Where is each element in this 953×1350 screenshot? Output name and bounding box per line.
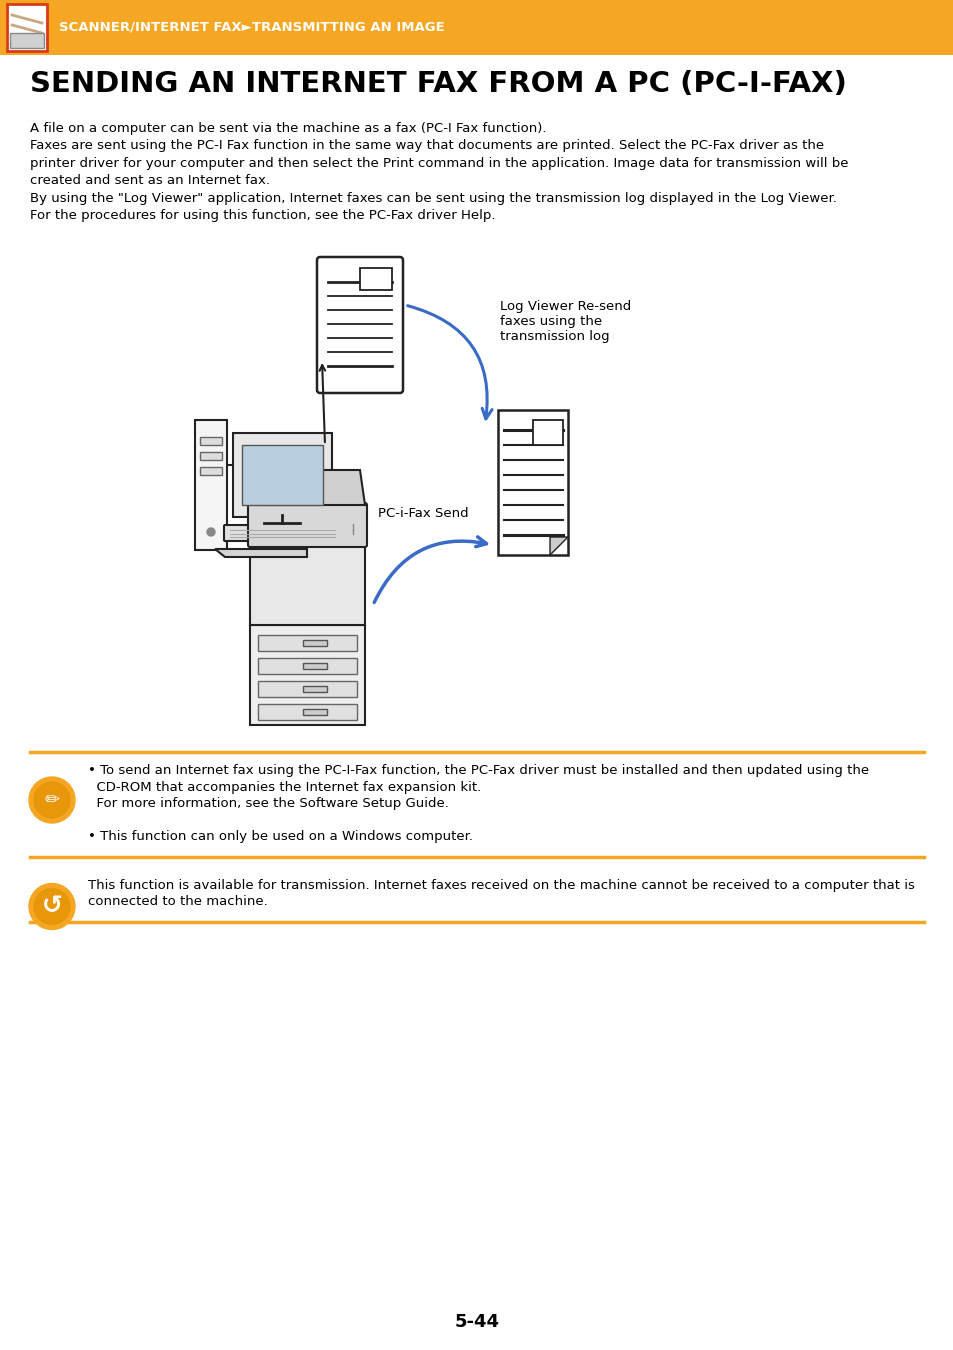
FancyBboxPatch shape bbox=[303, 709, 327, 716]
Polygon shape bbox=[550, 537, 567, 555]
Circle shape bbox=[29, 778, 75, 824]
Text: created and sent as an Internet fax.: created and sent as an Internet fax. bbox=[30, 174, 270, 188]
Text: By using the "Log Viewer" application, Internet faxes can be sent using the tran: By using the "Log Viewer" application, I… bbox=[30, 192, 836, 205]
FancyBboxPatch shape bbox=[316, 256, 402, 393]
Text: This function is available for transmission. Internet faxes received on the mach: This function is available for transmiss… bbox=[88, 879, 914, 891]
Polygon shape bbox=[214, 549, 307, 558]
FancyBboxPatch shape bbox=[533, 420, 562, 446]
FancyBboxPatch shape bbox=[303, 686, 327, 693]
FancyBboxPatch shape bbox=[200, 437, 222, 446]
Text: printer driver for your computer and then select the Print command in the applic: printer driver for your computer and the… bbox=[30, 157, 847, 170]
FancyBboxPatch shape bbox=[257, 634, 356, 651]
Circle shape bbox=[207, 528, 214, 536]
Text: Log Viewer Re-send
faxes using the
transmission log: Log Viewer Re-send faxes using the trans… bbox=[499, 300, 631, 343]
FancyBboxPatch shape bbox=[200, 467, 222, 475]
FancyBboxPatch shape bbox=[0, 0, 953, 55]
Text: • To send an Internet fax using the PC-I-Fax function, the PC-Fax driver must be: • To send an Internet fax using the PC-I… bbox=[88, 764, 868, 778]
FancyBboxPatch shape bbox=[303, 640, 327, 647]
FancyBboxPatch shape bbox=[248, 504, 367, 547]
Circle shape bbox=[34, 888, 70, 925]
Text: For the procedures for using this function, see the PC-Fax driver Help.: For the procedures for using this functi… bbox=[30, 209, 495, 223]
FancyBboxPatch shape bbox=[343, 518, 363, 544]
FancyBboxPatch shape bbox=[497, 410, 567, 555]
Text: Faxes are sent using the PC-I Fax function in the same way that documents are pr: Faxes are sent using the PC-I Fax functi… bbox=[30, 139, 823, 153]
FancyBboxPatch shape bbox=[359, 269, 392, 290]
FancyBboxPatch shape bbox=[250, 545, 365, 625]
FancyBboxPatch shape bbox=[257, 680, 356, 697]
Text: PC-i-Fax Send: PC-i-Fax Send bbox=[377, 508, 468, 520]
Text: SENDING AN INTERNET FAX FROM A PC (PC-I-FAX): SENDING AN INTERNET FAX FROM A PC (PC-I-… bbox=[30, 70, 846, 99]
Polygon shape bbox=[254, 470, 365, 505]
Text: SCANNER/INTERNET FAX►TRANSMITTING AN IMAGE: SCANNER/INTERNET FAX►TRANSMITTING AN IMA… bbox=[59, 22, 444, 34]
Text: A file on a computer can be sent via the machine as a fax (PC-I Fax function).: A file on a computer can be sent via the… bbox=[30, 122, 546, 135]
FancyBboxPatch shape bbox=[250, 625, 365, 725]
FancyBboxPatch shape bbox=[7, 4, 47, 51]
Text: • This function can only be used on a Windows computer.: • This function can only be used on a Wi… bbox=[88, 830, 473, 842]
Text: For more information, see the Software Setup Guide.: For more information, see the Software S… bbox=[88, 796, 449, 810]
Circle shape bbox=[34, 782, 70, 818]
Text: connected to the machine.: connected to the machine. bbox=[88, 895, 268, 909]
FancyBboxPatch shape bbox=[303, 663, 327, 670]
FancyBboxPatch shape bbox=[257, 657, 356, 674]
Text: ↺: ↺ bbox=[42, 895, 63, 918]
Text: ✏: ✏ bbox=[45, 791, 59, 809]
Text: CD-ROM that accompanies the Internet fax expansion kit.: CD-ROM that accompanies the Internet fax… bbox=[88, 780, 480, 794]
FancyBboxPatch shape bbox=[233, 433, 332, 517]
Circle shape bbox=[29, 883, 75, 930]
FancyBboxPatch shape bbox=[10, 32, 44, 49]
FancyBboxPatch shape bbox=[242, 446, 323, 505]
FancyBboxPatch shape bbox=[224, 525, 340, 541]
FancyBboxPatch shape bbox=[194, 420, 227, 549]
FancyBboxPatch shape bbox=[257, 703, 356, 720]
FancyBboxPatch shape bbox=[200, 452, 222, 460]
Text: 5-44: 5-44 bbox=[454, 1314, 499, 1331]
